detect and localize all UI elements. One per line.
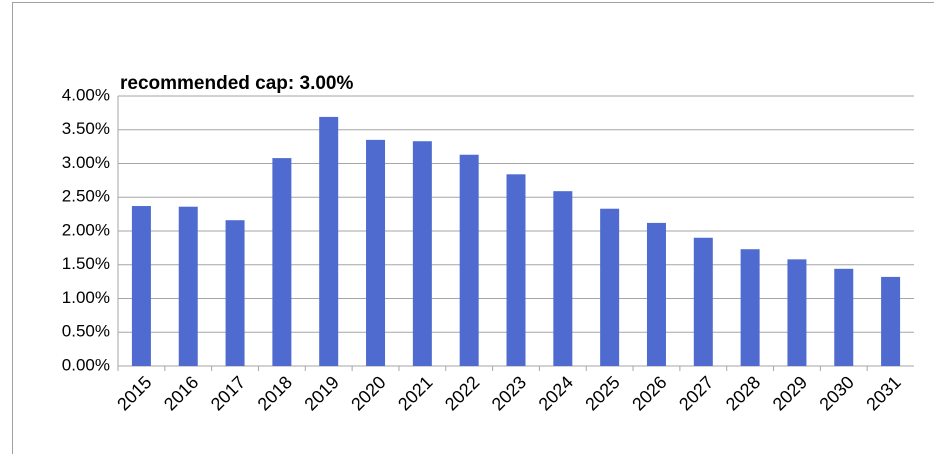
- y-tick-label: 1.00%: [62, 288, 110, 307]
- bar: [647, 223, 666, 366]
- bar: [132, 206, 151, 366]
- y-tick-label: 3.50%: [62, 119, 110, 138]
- y-tick-label: 1.50%: [62, 254, 110, 273]
- y-tick-label: 2.00%: [62, 220, 110, 239]
- bar: [319, 117, 338, 366]
- bar: [600, 209, 619, 366]
- bar: [694, 238, 713, 366]
- y-tick-label: 2.50%: [62, 187, 110, 206]
- bar: [507, 174, 526, 366]
- bar: [226, 220, 245, 366]
- annotation: recommended cap: 3.00%: [120, 73, 353, 94]
- bar: [272, 158, 291, 366]
- y-tick-label: 0.00%: [62, 355, 110, 374]
- bar: [787, 259, 806, 366]
- bar: [413, 141, 432, 366]
- bar: [553, 191, 572, 366]
- y-tick-label: 0.50%: [62, 322, 110, 341]
- y-tick-label: 4.00%: [62, 85, 110, 104]
- bar: [179, 207, 198, 366]
- bar: [460, 155, 479, 366]
- bar: [834, 269, 853, 366]
- bar: [366, 140, 385, 366]
- bar: [881, 277, 900, 366]
- y-tick-label: 3.00%: [62, 153, 110, 172]
- bar: [741, 249, 760, 366]
